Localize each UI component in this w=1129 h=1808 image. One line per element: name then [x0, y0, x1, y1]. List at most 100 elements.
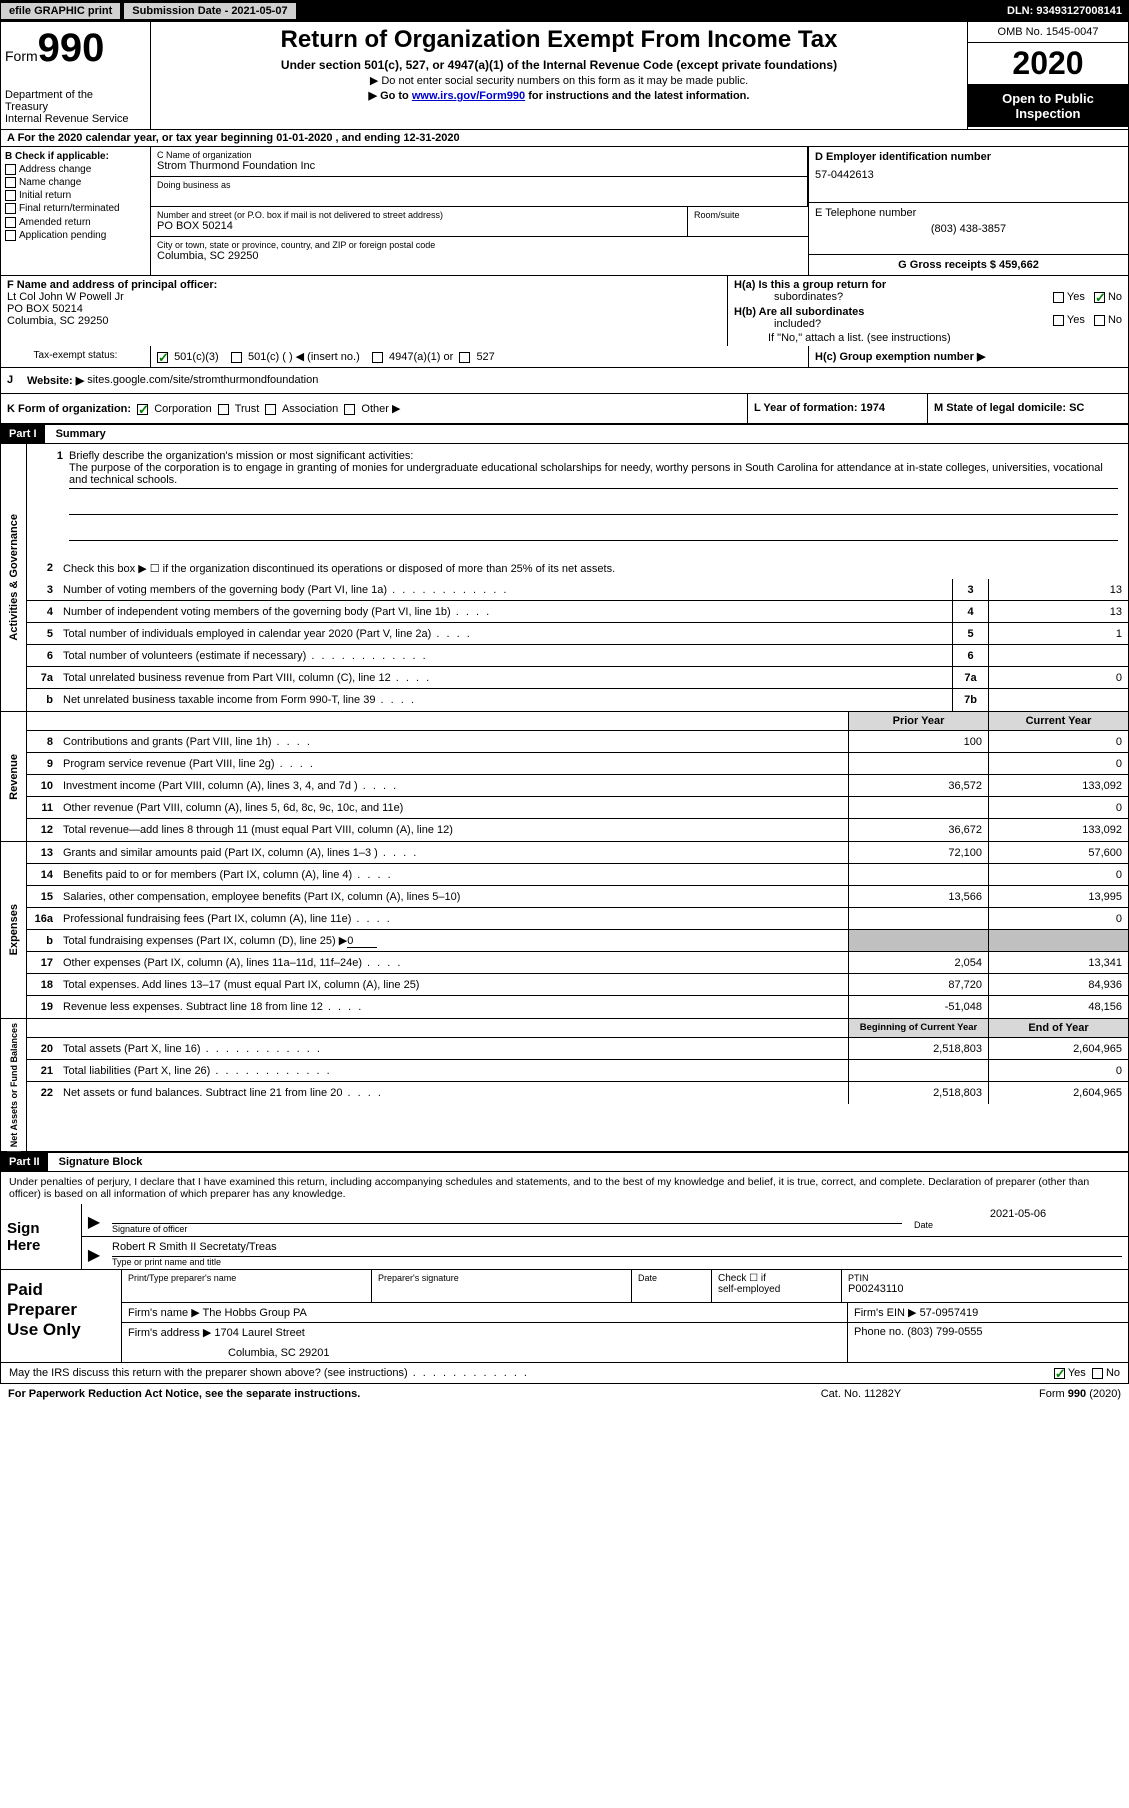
501c3-label: 501(c)(3) [174, 351, 219, 363]
discuss-no-checkbox[interactable] [1092, 1368, 1103, 1379]
irs-link[interactable]: www.irs.gov/Form990 [412, 90, 525, 102]
trust-checkbox[interactable] [218, 404, 229, 415]
address-change-checkbox[interactable] [5, 164, 16, 175]
blank-1 [69, 499, 1118, 515]
firm-phone-label: Phone no. [854, 1326, 904, 1338]
other-checkbox[interactable] [344, 404, 355, 415]
line-22: 22Net assets or fund balances. Subtract … [27, 1082, 1128, 1104]
line-21: 21Total liabilities (Part X, line 26)0 [27, 1060, 1128, 1082]
527-checkbox[interactable] [459, 352, 470, 363]
hb-no-checkbox[interactable] [1094, 315, 1105, 326]
line-22-curr: 2,604,965 [988, 1082, 1128, 1104]
revenue-col-head: Prior YearCurrent Year [27, 712, 1128, 731]
line-2: 2Check this box ▶ ☐ if the organization … [27, 557, 1128, 579]
org-name: Strom Thurmond Foundation Inc [157, 160, 801, 172]
discuss-yes: Yes [1068, 1367, 1086, 1379]
hb-yes-checkbox[interactable] [1053, 315, 1064, 326]
sig-date-value: 2021-05-06 [914, 1206, 1122, 1220]
discuss-yes-checkbox[interactable] [1054, 1368, 1065, 1379]
open-inspection: Open to Public Inspection [968, 85, 1128, 127]
application-pending-checkbox[interactable] [5, 230, 16, 241]
website-label: Website: ▶ [27, 374, 84, 387]
dept-line2: Treasury [5, 101, 146, 113]
ha-no: No [1108, 291, 1122, 303]
501c-checkbox[interactable] [231, 352, 242, 363]
ha-label: H(a) Is this a group return for [734, 279, 886, 291]
address-value: PO BOX 50214 [157, 220, 681, 232]
preparer-row-1: Print/Type preparer's name Preparer's si… [122, 1270, 1128, 1303]
line-13-prior: 72,100 [848, 842, 988, 863]
line-9-text: Program service revenue (Part VIII, line… [59, 756, 848, 772]
main-title: Return of Organization Exempt From Incom… [155, 26, 963, 54]
line-18-prior: 87,720 [848, 974, 988, 995]
line-16b-prior [848, 930, 988, 951]
assoc-checkbox[interactable] [265, 404, 276, 415]
amended-return-label: Amended return [19, 217, 91, 228]
part-2-header: Part II Signature Block [0, 1153, 1129, 1172]
amended-return-checkbox[interactable] [5, 217, 16, 228]
officer-h-grid: F Name and address of principal officer:… [0, 275, 1129, 346]
line-18-text: Total expenses. Add lines 13–17 (must eq… [59, 977, 848, 993]
line-13: 13Grants and similar amounts paid (Part … [27, 842, 1128, 864]
mission-box: 1Briefly describe the organization's mis… [27, 444, 1128, 557]
room-box: Room/suite [688, 207, 808, 237]
firm-addr-label: Firm's address ▶ [128, 1327, 211, 1339]
initial-return-label: Initial return [19, 190, 71, 201]
prep-date-label: Date [638, 1273, 705, 1283]
ha-no-checkbox[interactable] [1094, 292, 1105, 303]
application-pending-label: Application pending [19, 230, 106, 241]
bottom-row: For Paperwork Reduction Act Notice, see … [0, 1384, 1129, 1404]
org-name-box: C Name of organization Strom Thurmond Fo… [151, 147, 807, 177]
sign-here-block: Sign Here ▶ Signature of officer 2021-05… [0, 1204, 1129, 1270]
typed-name-caption: Type or print name and title [112, 1257, 1122, 1267]
efile-print-button[interactable]: efile GRAPHIC print [1, 3, 120, 19]
self-emp-label2: self-employed [718, 1284, 780, 1295]
name-change-label: Name change [19, 177, 81, 188]
warn2-pre: ▶ Go to [369, 90, 412, 102]
gross-receipts-box: G Gross receipts $ 459,662 [809, 255, 1128, 275]
line-12-curr: 133,092 [988, 819, 1128, 841]
line-5: 5Total number of individuals employed in… [27, 623, 1128, 645]
ptin-label: PTIN [848, 1273, 1122, 1283]
ha-label2: subordinates? [734, 291, 843, 303]
line-10-text: Investment income (Part VIII, column (A)… [59, 778, 848, 794]
form-header: Form990 Department of the Treasury Inter… [0, 22, 1129, 130]
blank-2 [69, 525, 1118, 541]
initial-return-checkbox[interactable] [5, 190, 16, 201]
line-19-curr: 48,156 [988, 996, 1128, 1018]
prep-name-label: Print/Type preparer's name [128, 1273, 365, 1283]
sign-word: Sign [7, 1220, 75, 1237]
firm-name-label: Firm's name ▶ [128, 1307, 200, 1319]
line-12-text: Total revenue—add lines 8 through 11 (mu… [59, 822, 848, 838]
revenue-label: Revenue [1, 712, 27, 841]
line-7a: 7aTotal unrelated business revenue from … [27, 667, 1128, 689]
signature-intro: Under penalties of perjury, I declare th… [0, 1172, 1129, 1204]
ein-value: 57-0442613 [815, 169, 1122, 181]
officer-city: Columbia, SC 29250 [7, 315, 721, 327]
501c3-checkbox[interactable] [157, 352, 168, 363]
discuss-row: May the IRS discuss this return with the… [0, 1363, 1129, 1384]
final-return-checkbox[interactable] [5, 203, 16, 214]
hb-yes: Yes [1067, 314, 1085, 326]
ha-yes-checkbox[interactable] [1053, 292, 1064, 303]
phone-box: E Telephone number (803) 438-3857 [809, 203, 1128, 255]
ptin-value: P00243110 [848, 1283, 1122, 1295]
line-7b-text: Net unrelated business taxable income fr… [59, 692, 952, 708]
line-18-curr: 84,936 [988, 974, 1128, 995]
4947-checkbox[interactable] [372, 352, 383, 363]
line-9-prior [848, 753, 988, 774]
officer-label: F Name and address of principal officer: [7, 279, 721, 291]
submission-date-button[interactable]: Submission Date - 2021-05-07 [124, 3, 295, 19]
prep-name-value[interactable] [128, 1283, 365, 1299]
line-11-prior [848, 797, 988, 818]
form-990-page: efile GRAPHIC print Submission Date - 20… [0, 0, 1129, 1404]
tax-year: 2020 [968, 43, 1128, 85]
officer-signature-line[interactable] [112, 1206, 902, 1224]
officer-sig-caption: Signature of officer [112, 1224, 902, 1234]
corp-checkbox[interactable] [137, 404, 148, 415]
preparer-word: Preparer [7, 1300, 115, 1320]
name-change-checkbox[interactable] [5, 177, 16, 188]
state-domicile: M State of legal domicile: SC [934, 402, 1084, 414]
line-19-prior: -51,048 [848, 996, 988, 1018]
part-2-badge: Part II [1, 1153, 48, 1171]
